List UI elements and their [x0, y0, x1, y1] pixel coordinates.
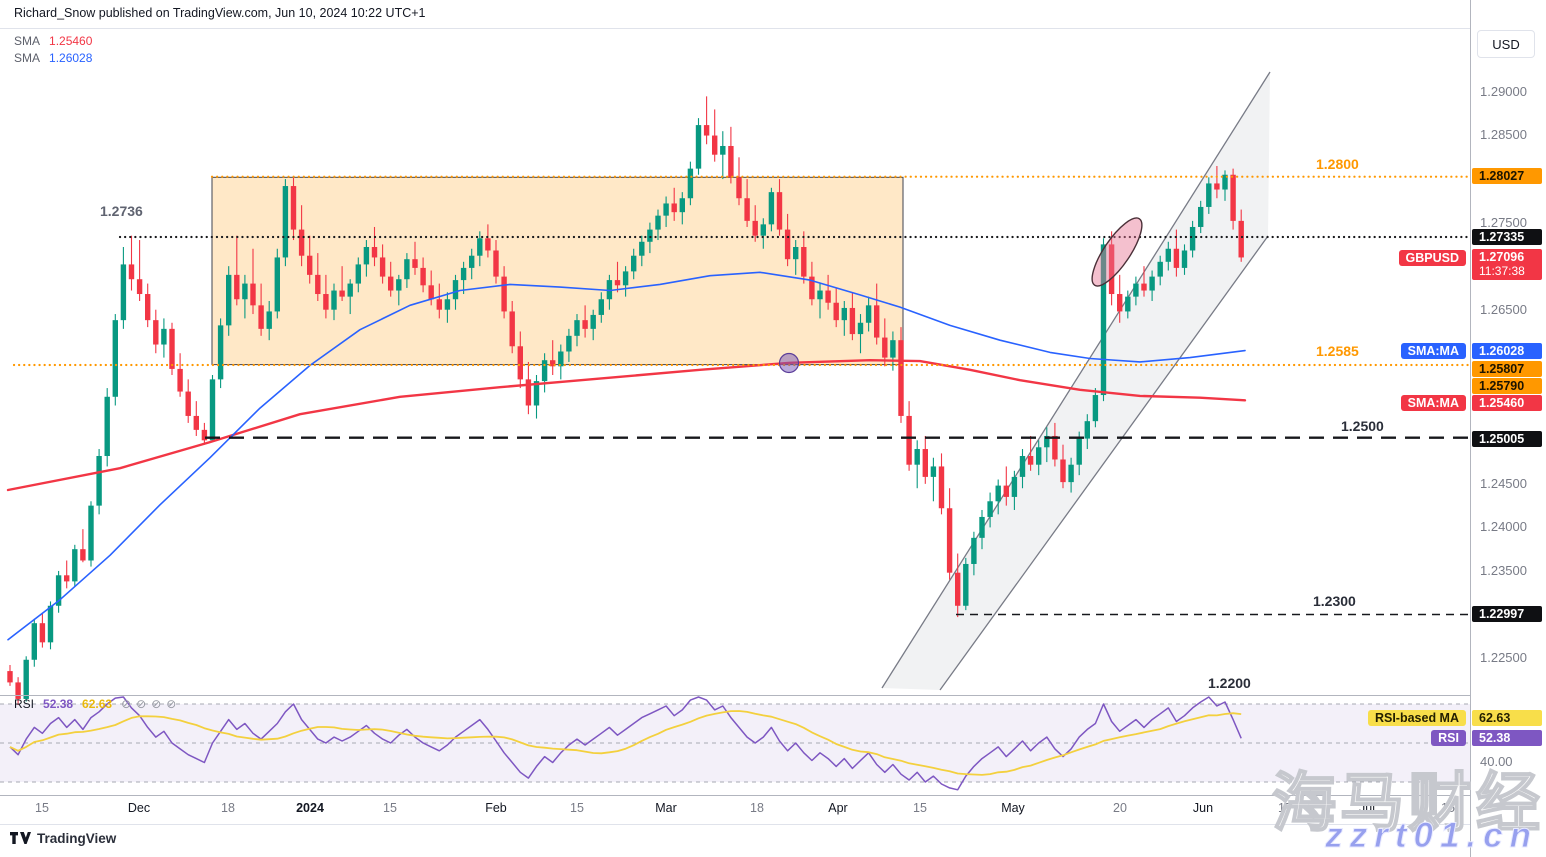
settings-icon[interactable]: ⊘ — [136, 697, 147, 711]
tradingview-logo[interactable]: TradingView — [10, 831, 116, 846]
last-price-badge: 1.27096 11:37:38 — [1472, 249, 1542, 281]
rsi-value: 52.38 — [43, 697, 74, 711]
x-tick: 15 — [1441, 801, 1455, 815]
x-tick: 2024 — [296, 801, 324, 815]
x-tick: 20 — [1113, 801, 1127, 815]
rsi-plate: RSI — [1431, 730, 1466, 746]
x-tick: Dec — [127, 801, 151, 815]
rsi-badge: 52.38 — [1472, 730, 1542, 746]
tradingview-logo-icon — [10, 832, 31, 844]
rsi-ma-badge: 62.63 — [1472, 710, 1542, 726]
y-tick: 1.24500 — [1480, 476, 1527, 491]
x-tick: May — [1001, 801, 1025, 815]
price-badge: 1.25807 — [1472, 361, 1542, 377]
rsi-ma-plate: RSI-based MA — [1367, 710, 1466, 726]
x-tick: 15 — [383, 801, 397, 815]
rsi-ma-value: 62.63 — [82, 697, 113, 711]
price-badge: 1.25460 — [1472, 395, 1542, 411]
rsi-title: RSI — [14, 697, 35, 711]
price-badge: 1.26028 — [1472, 343, 1542, 359]
x-tick: Jul — [1359, 801, 1375, 815]
brand-text: TradingView — [37, 831, 117, 846]
sma-legend-red[interactable]: SMA 1.25460 — [14, 34, 92, 48]
x-tick: 18 — [750, 801, 764, 815]
sma-red-plate: SMA:MA — [1400, 395, 1466, 411]
y-tick: 1.26500 — [1480, 302, 1527, 317]
pane-divider[interactable] — [0, 695, 1546, 696]
sma-label: SMA — [14, 34, 41, 48]
currency-button[interactable]: USD — [1477, 30, 1535, 58]
level-label-12800: 1.2800 — [1316, 156, 1359, 172]
y-tick: 1.22500 — [1480, 650, 1527, 665]
x-tick: 15 — [570, 801, 584, 815]
last-price: 1.27096 — [1479, 250, 1525, 264]
x-tick: 17 — [1278, 801, 1292, 815]
y-tick: 1.24000 — [1480, 519, 1527, 534]
x-tick: 15 — [35, 801, 49, 815]
more-icon[interactable]: ⊘ — [166, 697, 177, 711]
price-badge: 1.28027 — [1472, 168, 1542, 184]
x-tick: Apr — [828, 801, 848, 815]
time-axis-divider — [0, 795, 1546, 796]
price-badge: 1.25790 — [1472, 378, 1542, 394]
level-label-12500: 1.2500 — [1341, 418, 1384, 434]
y-tick: 1.29000 — [1480, 84, 1527, 99]
y-tick: 1.23500 — [1480, 563, 1527, 578]
symbol-plate: GBPUSD — [1398, 250, 1466, 266]
level-label-12200: 1.2200 — [1208, 675, 1251, 691]
sma-legend-blue[interactable]: SMA 1.26028 — [14, 51, 92, 65]
sma-blue-plate: SMA:MA — [1400, 343, 1466, 359]
watermark-cn: 海马财经 — [1271, 766, 1544, 840]
sma-value: 1.25460 — [49, 34, 93, 48]
x-tick: 18 — [221, 801, 235, 815]
footer-divider — [0, 824, 1546, 825]
watermark-url: zzrt01.cn — [1325, 816, 1538, 856]
x-tick: 15 — [913, 801, 927, 815]
price-axis[interactable]: USD 1.29000 1.28500 1.27500 1.26500 1.24… — [1470, 0, 1546, 857]
x-tick: Jun — [1192, 801, 1214, 815]
x-tick: Feb — [485, 801, 507, 815]
level-label-12300: 1.2300 — [1313, 593, 1356, 609]
publish-header: Richard_Snow published on TradingView.co… — [14, 6, 426, 20]
delete-icon[interactable]: ⊘ — [151, 697, 162, 711]
bar-countdown: 11:37:38 — [1479, 264, 1525, 279]
header-divider — [0, 28, 1546, 29]
level-label-12585: 1.2585 — [1316, 343, 1359, 359]
rsi-pane-header[interactable]: RSI 52.38 62.63 ⊘ ⊘ ⊘ ⊘ — [14, 697, 176, 711]
sma-value: 1.26028 — [49, 51, 93, 65]
price-chart[interactable] — [0, 0, 1470, 795]
x-tick: Mar — [655, 801, 677, 815]
y-tick: 1.27500 — [1480, 215, 1527, 230]
eye-icon[interactable]: ⊘ — [121, 697, 132, 711]
price-badge: 1.22997 — [1472, 606, 1542, 622]
y-tick: 40.00 — [1480, 754, 1513, 769]
level-label-12736: 1.2736 — [100, 203, 143, 219]
price-badge: 1.25005 — [1472, 431, 1542, 447]
price-badge: 1.27335 — [1472, 229, 1542, 245]
sma-label: SMA — [14, 51, 41, 65]
y-tick: 1.28500 — [1480, 127, 1527, 142]
